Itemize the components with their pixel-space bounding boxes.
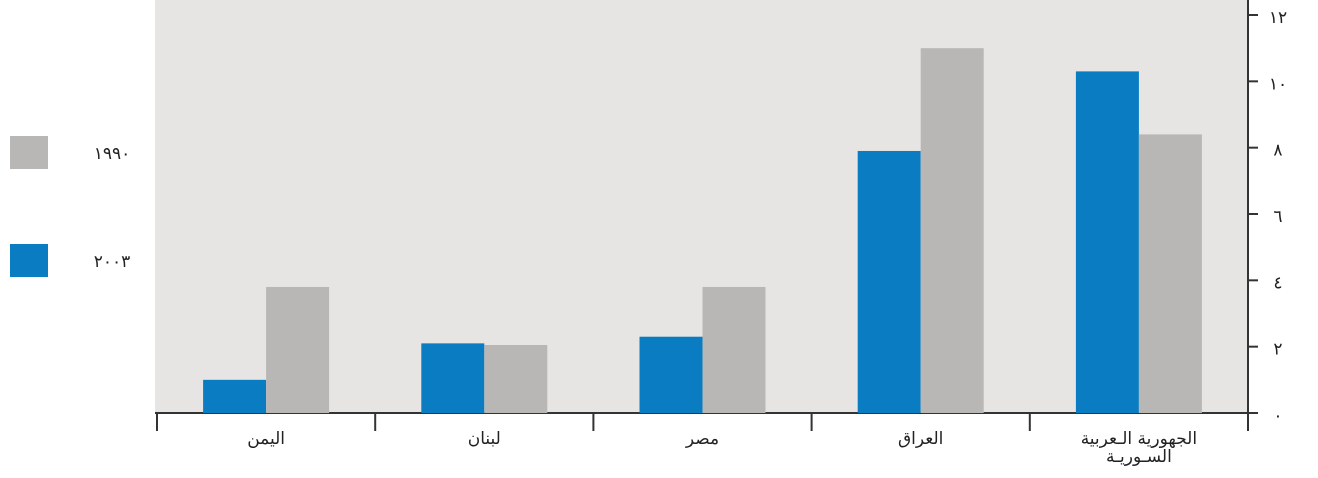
x-tick-label: مصر: [598, 430, 808, 448]
page: ٠ ٢ ٤ ٦ ٨ ١٠ ١٢ ٢٠٠٣ ١٩٩٠ اليمن لبنان مصر العراق الج…: [0, 0, 1318, 478]
bar: [421, 343, 484, 413]
legend-label: ١٩٩٠: [94, 144, 131, 164]
bar: [640, 337, 703, 413]
y-tick-label: ٨: [1273, 141, 1282, 161]
bar: [858, 151, 921, 413]
legend-label: ٢٠٠٣: [94, 252, 131, 272]
bar: [203, 380, 266, 413]
bar: [703, 287, 766, 413]
bar: [484, 345, 547, 413]
y-tick-label: ٤: [1273, 273, 1282, 293]
chart: ٠ ٢ ٤ ٦ ٨ ١٠ ١٢ ٢٠٠٣ ١٩٩٠: [0, 0, 1318, 478]
y-tick-label: ١٢: [1269, 8, 1287, 28]
y-tick-label: ٦: [1273, 207, 1282, 227]
x-tick-label: لبنان: [379, 430, 589, 448]
x-tick-label: الجهورية الـعربية السـوريـة: [1034, 430, 1244, 466]
bar: [1076, 71, 1139, 413]
x-tick-label: اليمن: [161, 430, 371, 448]
y-tick-label: ٠: [1273, 406, 1282, 426]
y-tick-label: ٢: [1273, 340, 1282, 360]
legend-swatch: [10, 244, 48, 277]
x-tick-label: العراق: [816, 430, 1026, 448]
legend-swatch: [10, 136, 48, 169]
y-tick-label: ١٠: [1269, 74, 1287, 94]
bar: [921, 48, 984, 413]
bar: [1139, 134, 1202, 413]
bar: [266, 287, 329, 413]
